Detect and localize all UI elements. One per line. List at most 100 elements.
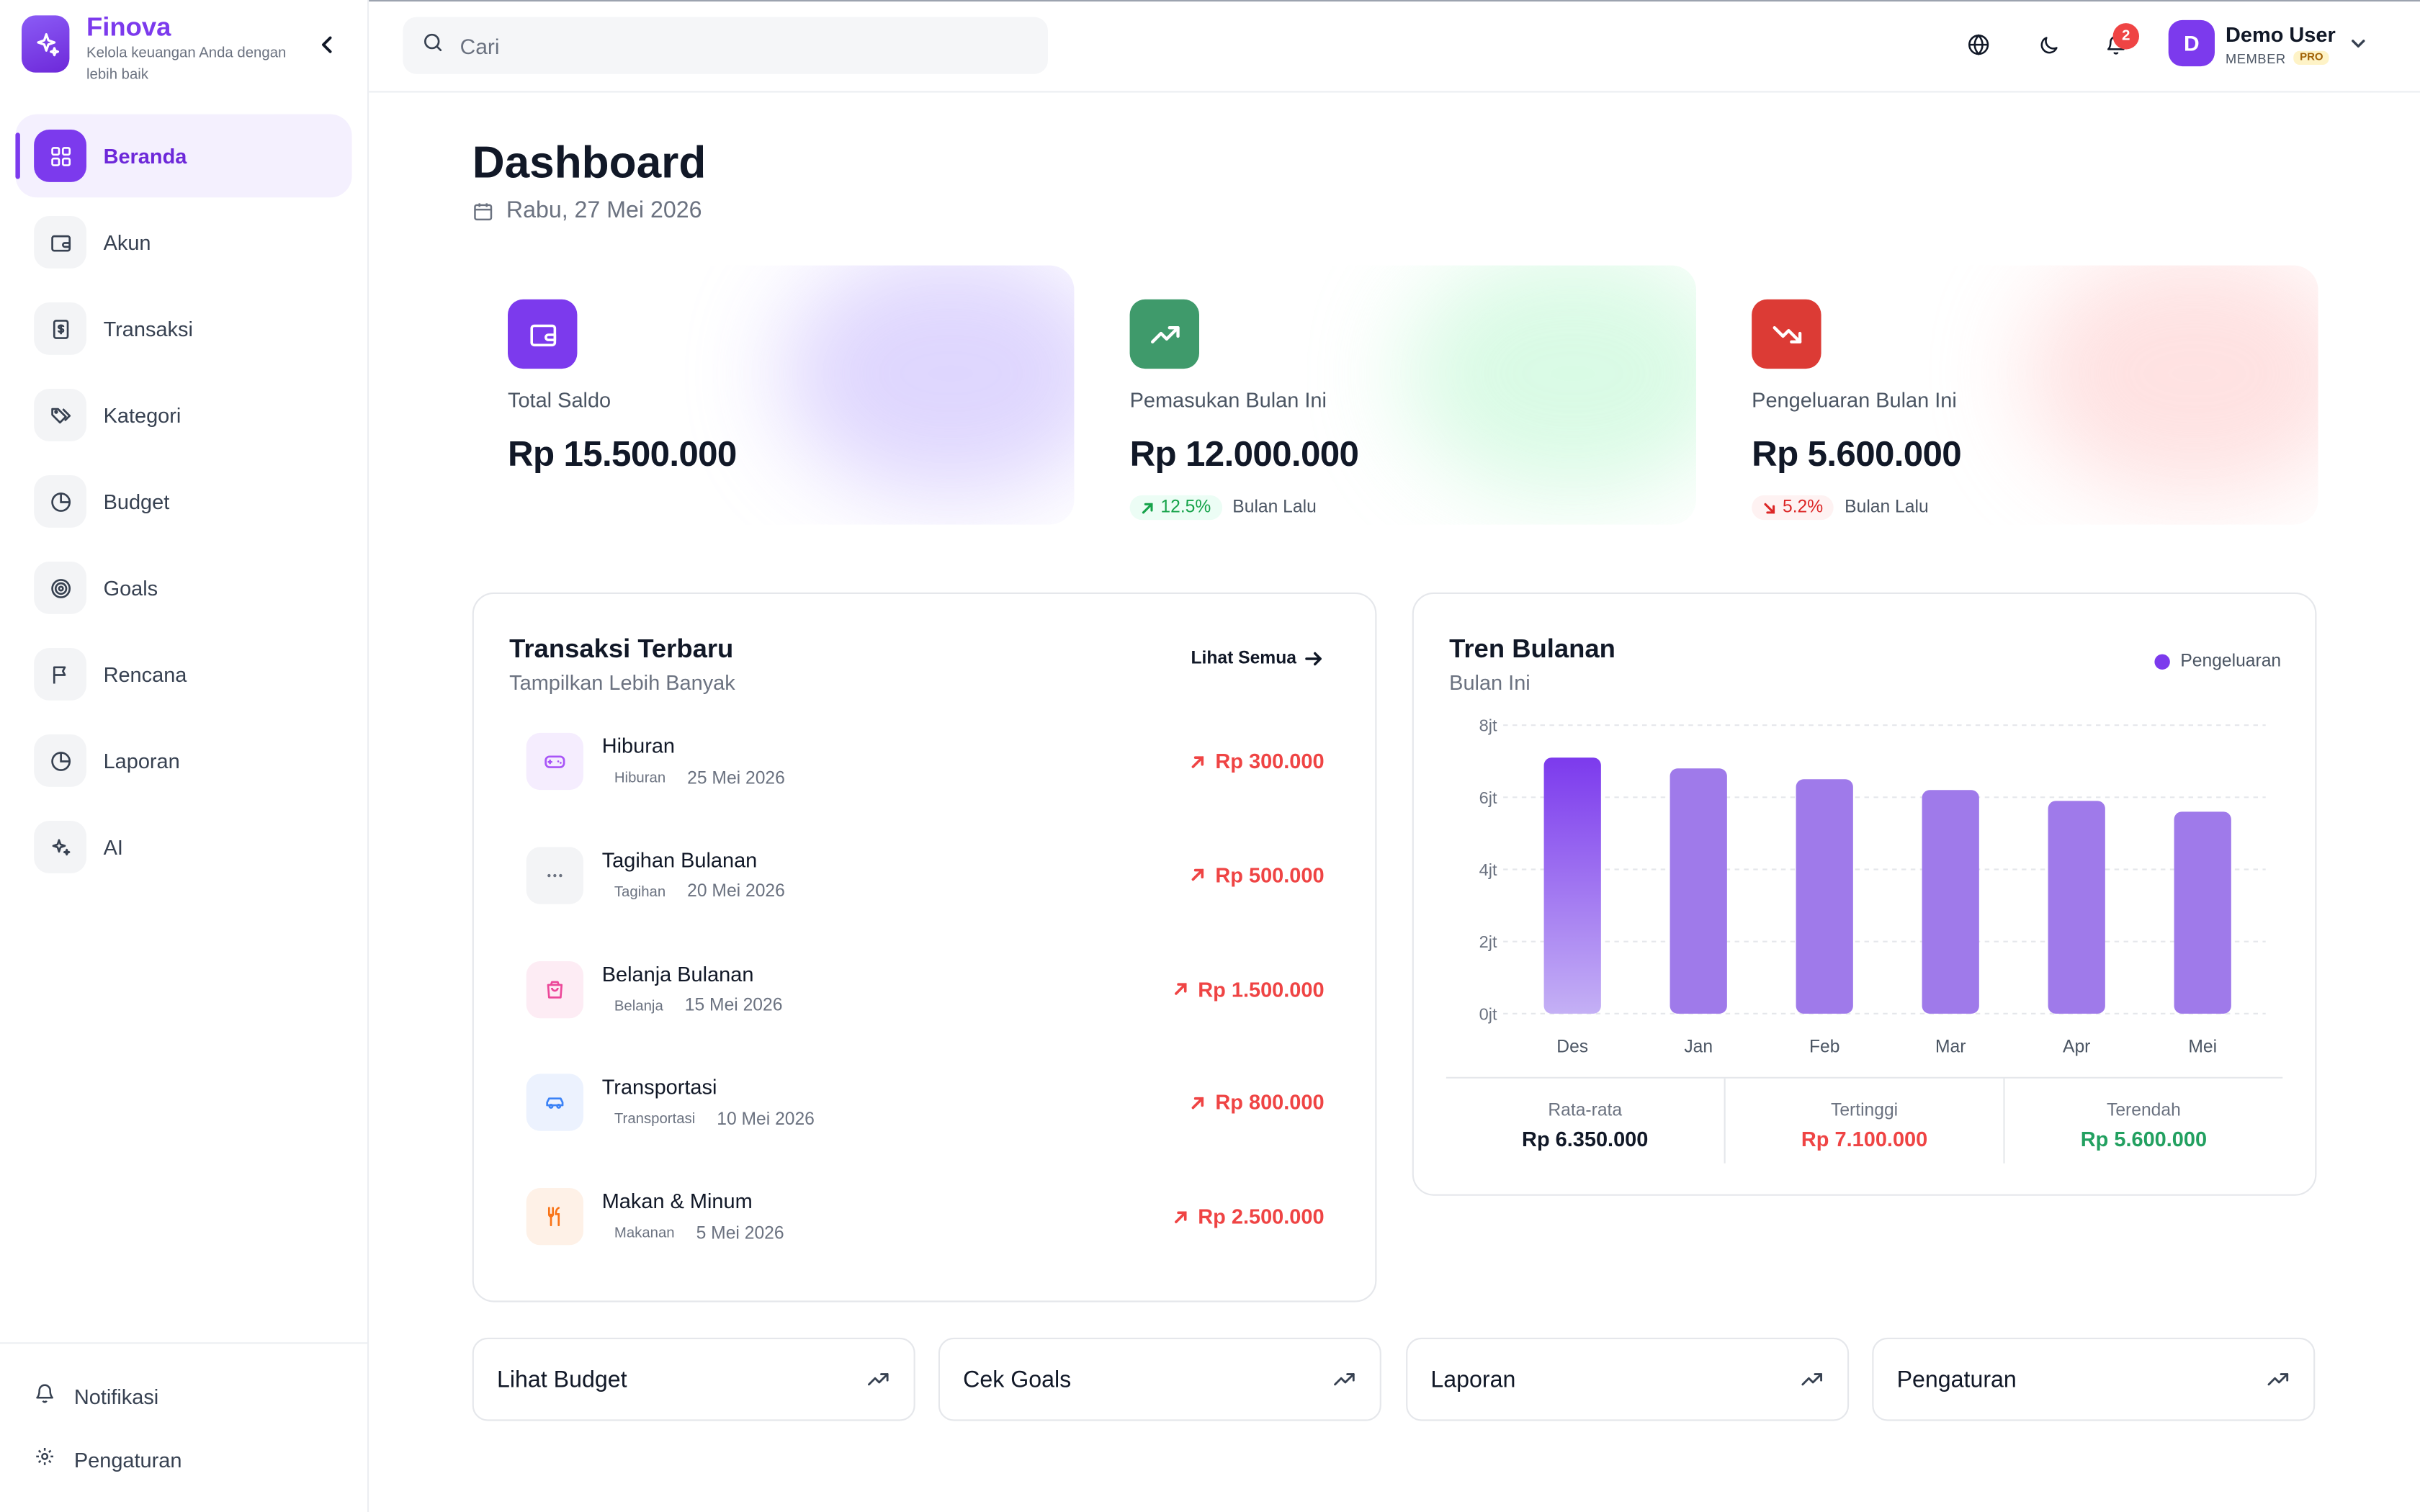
search-bar[interactable] — [403, 17, 1048, 74]
stat-card-pemasukan: Pemasukan Bulan Ini Rp 12.000.000 12.5% … — [1095, 265, 1696, 525]
calendar-icon — [474, 202, 493, 220]
moon-icon[interactable] — [2033, 30, 2063, 60]
chart-bar[interactable] — [2048, 801, 2105, 1014]
stat-label: Pemasukan Bulan Ini — [1129, 389, 1327, 413]
pie-chart-icon — [34, 734, 87, 787]
pie-chart-icon — [34, 475, 87, 528]
sidebar-item-beranda[interactable]: Beranda — [15, 114, 352, 198]
page-date: Rabu, 27 Mei 2026 — [472, 197, 702, 224]
summary-value: Rp 7.100.000 — [1801, 1128, 1928, 1151]
avatar: D — [2168, 19, 2215, 67]
chart-bar[interactable] — [1922, 790, 1979, 1014]
summary-lowest: Terendah Rp 5.600.000 — [2003, 1078, 2282, 1164]
sidebar-item-transaksi[interactable]: Transaksi — [15, 287, 351, 371]
chart-bar[interactable] — [1796, 779, 1853, 1014]
sidebar-item-label: Laporan — [103, 749, 180, 773]
transaction-date: 25 Mei 2026 — [687, 769, 785, 788]
trending-down-icon — [1752, 299, 1821, 369]
chart-bar[interactable] — [1543, 757, 1601, 1014]
transaction-date: 15 Mei 2026 — [684, 996, 783, 1016]
arrow-up-right-icon — [1192, 869, 1205, 881]
trending-up-icon — [867, 1373, 889, 1386]
transaction-title: Tagihan Bulanan — [601, 848, 758, 872]
transaction-row[interactable]: Tagihan Bulanan Tagihan 20 Mei 2026 Rp 5… — [526, 842, 1325, 956]
search-icon — [421, 30, 444, 61]
shopping-bag-icon — [526, 960, 583, 1018]
x-tick-label: Apr — [2063, 1037, 2090, 1056]
y-tick-label: 0jt — [1479, 1004, 1497, 1023]
wallet-icon — [34, 216, 87, 269]
date-text: Rabu, 27 Mei 2026 — [506, 197, 702, 224]
transaction-row[interactable]: Belanja Bulanan Belanja 15 Mei 2026 Rp 1… — [526, 956, 1325, 1070]
amount-value: Rp 1.500.000 — [1198, 977, 1325, 1001]
see-all-link[interactable]: Lihat Semua — [1191, 649, 1322, 668]
sidebar-item-akun[interactable]: Akun — [15, 201, 351, 284]
sidebar-item-label: Budget — [103, 490, 170, 513]
transaction-list: Hiburan Hiburan 25 Mei 2026 Rp 300.000 T… — [526, 728, 1325, 1297]
card-subtitle[interactable]: Tampilkan Lebih Banyak — [509, 671, 735, 695]
quick-link-goals[interactable]: Cek Goals — [938, 1337, 1381, 1421]
sidebar-nav: Beranda Akun Transaksi Kategori — [15, 114, 352, 892]
sidebar-item-notifikasi[interactable]: Notifikasi — [0, 1365, 367, 1428]
sidebar-item-kategori[interactable]: Kategori — [15, 374, 351, 457]
globe-icon[interactable] — [1963, 30, 1994, 60]
topbar: 2 D Demo User MEMBER PRO — [369, 0, 2420, 93]
x-tick-label: Mei — [2188, 1037, 2217, 1056]
transaction-row[interactable]: Transportasi Transportasi 10 Mei 2026 Rp… — [526, 1070, 1325, 1184]
chart-bar[interactable] — [1670, 768, 1727, 1014]
transaction-row[interactable]: Hiburan Hiburan 25 Mei 2026 Rp 300.000 — [526, 728, 1325, 842]
sidebar-item-laporan[interactable]: Laporan — [15, 719, 351, 803]
chevron-left-icon[interactable] — [315, 31, 339, 59]
arrow-up-right-icon — [1142, 502, 1153, 513]
transaction-category: Belanja — [601, 994, 676, 1018]
see-all-label: Lihat Semua — [1191, 649, 1296, 668]
x-tick-label: Feb — [1809, 1037, 1839, 1056]
car-icon — [526, 1074, 583, 1132]
transaction-row[interactable]: Makan & Minum Makanan 5 Mei 2026 Rp 2.50… — [526, 1184, 1325, 1297]
sidebar-item-rencana[interactable]: Rencana — [15, 633, 351, 716]
sidebar-item-label: Beranda — [103, 144, 187, 168]
x-tick-label: Jan — [1684, 1037, 1713, 1056]
quick-link-budget[interactable]: Lihat Budget — [472, 1337, 915, 1421]
user-name: Demo User — [2226, 22, 2336, 46]
sparkles-icon — [22, 15, 70, 73]
sidebar-item-goals[interactable]: Goals — [15, 546, 351, 630]
summary-average: Rata-rata Rp 6.350.000 — [1446, 1079, 1724, 1164]
sidebar-item-label: AI — [103, 835, 123, 859]
transaction-category: Hiburan — [601, 767, 678, 791]
user-menu[interactable]: D Demo User MEMBER PRO — [2168, 19, 2367, 67]
stat-label: Total Saldo — [508, 389, 611, 413]
card-title: Transaksi Terbaru — [509, 634, 734, 664]
stat-card-pengeluaran: Pengeluaran Bulan Ini Rp 5.600.000 5.2% … — [1718, 265, 2318, 525]
sidebar-item-ai[interactable]: AI — [15, 806, 351, 889]
card-title: Tren Bulanan — [1449, 634, 1615, 664]
sidebar-item-pengaturan[interactable]: Pengaturan — [0, 1428, 367, 1492]
quick-link-label: Laporan — [1430, 1366, 1516, 1392]
sidebar-item-label: Pengaturan — [73, 1449, 182, 1472]
sidebar-footer: Notifikasi Pengaturan — [0, 1342, 367, 1492]
chart-bar[interactable] — [2174, 811, 2231, 1014]
arrow-up-right-icon — [1192, 755, 1205, 768]
recent-transactions-card: Transaksi Terbaru Tampilkan Lebih Banyak… — [472, 592, 1377, 1302]
y-tick-label: 6jt — [1479, 788, 1497, 807]
brand: Finova Kelola keuangan Anda dengan lebih… — [22, 14, 302, 86]
x-tick-label: Mar — [1935, 1037, 1966, 1056]
more-icon — [526, 846, 583, 904]
change-value: 5.2% — [1783, 498, 1824, 517]
trending-up-icon — [2267, 1373, 2289, 1386]
trend-summary: Rata-rata Rp 6.350.000 Tertinggi Rp 7.10… — [1446, 1076, 2283, 1164]
change-note: Bulan Lalu — [1232, 498, 1317, 517]
transaction-amount: Rp 500.000 — [1191, 864, 1325, 887]
change-chip: 12.5% — [1129, 495, 1222, 521]
quick-link-pengaturan[interactable]: Pengaturan — [1872, 1337, 2316, 1421]
stat-value: Rp 15.500.000 — [508, 433, 737, 474]
quick-link-laporan[interactable]: Laporan — [1406, 1337, 1850, 1421]
search-input[interactable] — [460, 33, 1016, 58]
legend-label: Pengeluaran — [2180, 652, 2282, 672]
y-tick-label: 8jt — [1479, 716, 1497, 735]
sidebar-item-budget[interactable]: Budget — [15, 460, 351, 544]
sidebar-item-label: Rencana — [103, 662, 187, 686]
transaction-date: 20 Mei 2026 — [687, 883, 785, 902]
transaction-category: Tagihan — [601, 881, 678, 904]
chevron-down-icon — [2351, 30, 2366, 58]
